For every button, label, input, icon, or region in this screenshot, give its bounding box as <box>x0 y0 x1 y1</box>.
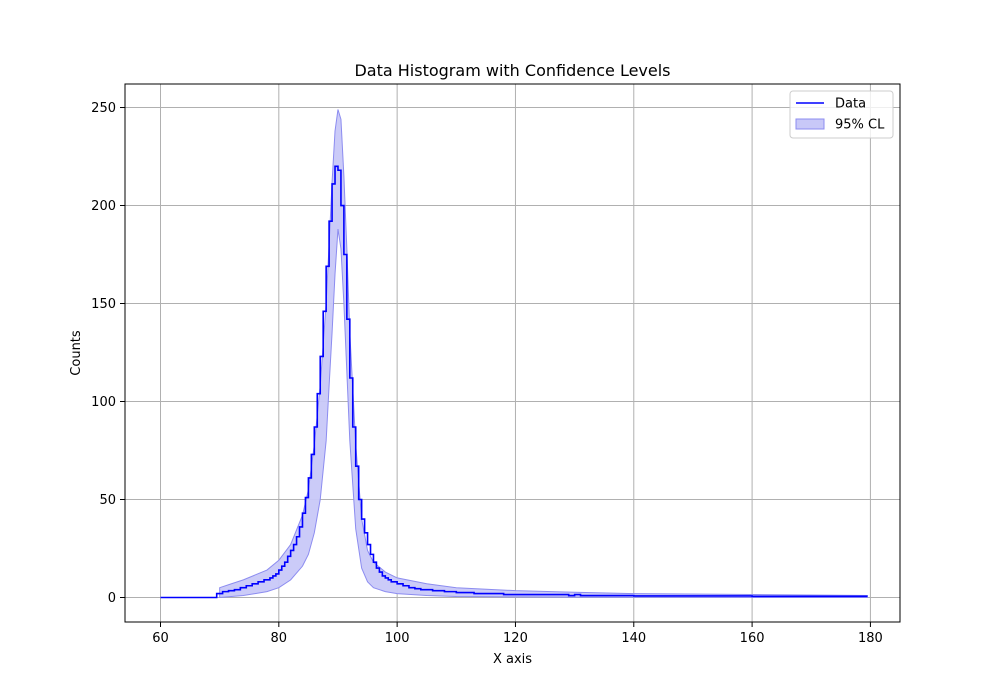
y-tick-label: 0 <box>108 591 116 606</box>
grid-lines <box>125 84 900 622</box>
y-tick-label: 250 <box>91 101 116 116</box>
x-tick-label: 60 <box>152 631 169 646</box>
x-tick-label: 100 <box>385 631 410 646</box>
confidence-band-group <box>219 109 868 599</box>
legend-band-swatch <box>795 118 825 130</box>
legend: Data 95% CL <box>789 90 894 139</box>
chart-title: Data Histogram with Confidence Levels <box>354 61 670 80</box>
x-tick-label: 180 <box>858 631 883 646</box>
x-tick-label: 160 <box>740 631 765 646</box>
axis-ticks: 60 80 100 120 140 160 180 0 50 100 150 200 250 <box>91 101 883 646</box>
legend-data-label: Data <box>835 97 866 112</box>
y-tick-label: 50 <box>99 493 116 508</box>
data-line-group <box>160 165 868 599</box>
confidence-band <box>219 109 868 599</box>
y-tick-label: 100 <box>91 395 116 410</box>
x-tick-label: 120 <box>503 631 528 646</box>
y-tick-label: 150 <box>91 297 116 312</box>
x-tick-label: 80 <box>271 631 288 646</box>
y-axis-label: Counts <box>69 330 84 376</box>
y-tick-label: 200 <box>91 199 116 214</box>
legend-band-label: 95% CL <box>835 118 885 133</box>
plot-frame <box>124 83 901 623</box>
x-axis-label: X axis <box>493 652 532 667</box>
x-tick-label: 140 <box>621 631 646 646</box>
data-step-line <box>160 165 868 599</box>
